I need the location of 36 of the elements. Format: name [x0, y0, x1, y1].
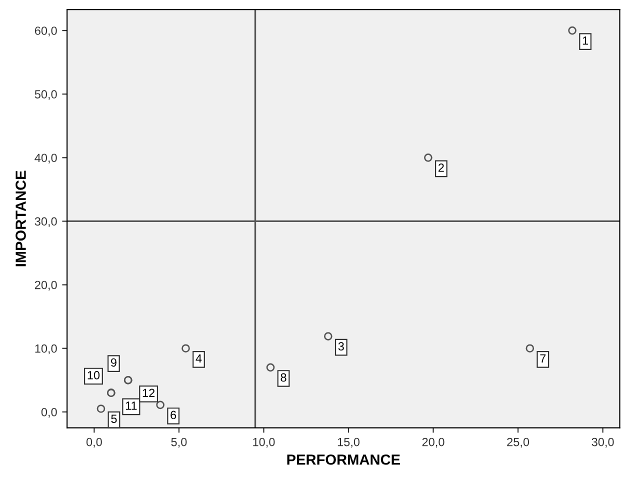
point [182, 344, 190, 353]
annotation: 10 [88, 371, 100, 380]
y-tick-label: 0,0 [41, 408, 57, 418]
x-axis-title: PERFORMANCE [287, 454, 400, 465]
annotation: 9 [110, 358, 116, 367]
y-tick-label: 20,0 [34, 280, 57, 291]
point [424, 153, 432, 162]
annotation: 8 [280, 373, 286, 382]
y-tick-label: 30,0 [34, 217, 57, 228]
y-axis-title: IMPORTANCE [16, 170, 26, 266]
annotation: 7 [540, 354, 546, 362]
y-tick-label: 40,0 [34, 154, 57, 164]
x-tick-label: 20,0 [422, 438, 444, 448]
annotation: 1 [582, 36, 588, 45]
x-tick-label: 5,0 [171, 438, 187, 448]
point [266, 363, 275, 372]
annotation: 11 [126, 402, 137, 410]
point [526, 344, 534, 353]
annotation: 6 [170, 410, 176, 420]
annotation: 3 [338, 342, 344, 351]
annotation: 2 [438, 164, 444, 172]
point [324, 332, 332, 340]
point [156, 400, 164, 410]
x-tick-label: 15,0 [338, 438, 360, 448]
y-tick-label: 60,0 [34, 26, 57, 36]
x-tick-label: 10,0 [253, 438, 275, 448]
point [96, 404, 106, 413]
x-tick-label: 25,0 [507, 438, 530, 448]
y-tick-label: 50,0 [34, 90, 57, 100]
annotation: 4 [196, 354, 202, 362]
x-tick-label: 30,0 [592, 438, 614, 448]
annotation: 5 [111, 414, 117, 423]
y-tick-label: 10,0 [35, 344, 57, 354]
annotation: 12 [142, 388, 155, 398]
x-tick-label: 0,0 [86, 438, 102, 448]
point [568, 26, 576, 35]
